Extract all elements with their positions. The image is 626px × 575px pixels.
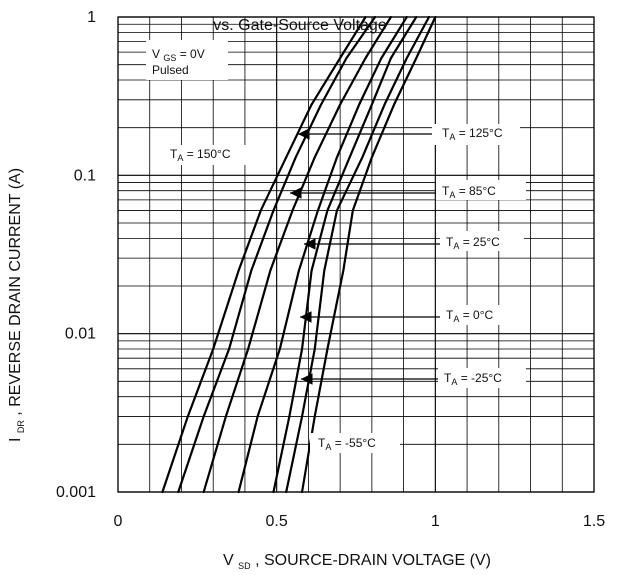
y-tick-label: 0.1 xyxy=(74,167,96,184)
series-label-background-3 xyxy=(440,231,524,251)
y-tick-label: 0.001 xyxy=(56,484,96,501)
series-label-2-sub: A xyxy=(449,190,455,200)
series-label-background-0 xyxy=(162,145,256,165)
series-label-1: TA = 125°C xyxy=(442,126,503,142)
series-label-0-rest: = 150°C xyxy=(183,147,230,161)
vgs-note-background xyxy=(146,40,228,80)
series-label-2-main: T xyxy=(442,184,450,198)
y-axis-title-main: I xyxy=(7,438,24,442)
series-label-2: TA = 85°C xyxy=(442,184,496,200)
series-label-background-6 xyxy=(310,433,400,453)
series-line-1 xyxy=(177,15,377,494)
x-tick-label: 1 xyxy=(431,513,440,530)
pulsed-condition-label: Pulsed xyxy=(152,63,189,77)
series-label-4-rest: = 0°C xyxy=(459,308,493,322)
plot-border xyxy=(117,16,595,493)
series-label-1-rest: = 125°C xyxy=(455,126,502,140)
vgs-condition-main: V xyxy=(152,47,160,61)
x-tick-label: 1.5 xyxy=(583,513,605,530)
y-axis-title: I DR , REVERSE DRAIN CURRENT (A) xyxy=(7,168,28,442)
series-line-0 xyxy=(161,15,367,494)
x-axis-title: V SD , SOURCE-DRAIN VOLTAGE (V) xyxy=(223,552,491,573)
series-label-5-sub: A xyxy=(451,377,457,387)
series-label-3-sub: A xyxy=(453,241,459,251)
series-label-5: TA = -25°C xyxy=(444,371,502,387)
series-label-3: TA = 25°C xyxy=(446,235,500,251)
x-axis-title-rest: , SOURCE-DRAIN VOLTAGE (V) xyxy=(255,552,491,569)
label-layer: 0 0.5 1 1.5 0.001 0.01 0.1 1 xyxy=(56,9,605,530)
vgs-condition-rest: = 0V xyxy=(180,47,205,61)
vgs-condition-label: V GS = 0V xyxy=(152,47,205,64)
series-label-5-rest: = -25°C xyxy=(457,371,502,385)
series-layer xyxy=(161,15,437,494)
series-label-3-main: T xyxy=(446,235,454,249)
series-label-background-2 xyxy=(436,180,526,200)
x-axis-title-main: V xyxy=(223,552,234,569)
grid-layer xyxy=(117,16,595,493)
test-conditions-note: V GS = 0V Pulsed xyxy=(152,47,205,77)
series-label-background-4 xyxy=(440,305,515,325)
x-tick-label: 0 xyxy=(114,513,123,530)
series-label-4-main: T xyxy=(446,308,454,322)
series-line-3 xyxy=(237,15,408,494)
series-label-6-sub: A xyxy=(325,442,331,452)
y-tick-label: 0.01 xyxy=(65,326,96,343)
series-label-0-sub: A xyxy=(177,153,183,163)
series-line-6 xyxy=(300,15,437,494)
series-label-2-rest: = 85°C xyxy=(455,184,496,198)
series-line-4 xyxy=(272,15,418,494)
series-label-background-5 xyxy=(438,368,526,388)
x-axis-title-sub: SD xyxy=(238,561,251,571)
series-label-4-sub: A xyxy=(453,314,459,324)
series-label-6: TA = -55°C xyxy=(318,436,376,452)
series-label-0-main: T xyxy=(170,147,178,161)
series-line-5 xyxy=(285,15,431,494)
series-label-1-main: T xyxy=(442,126,450,140)
series-label-0: TA = 150°C xyxy=(170,147,231,163)
series-label-5-main: T xyxy=(444,371,452,385)
grid-lines xyxy=(117,16,595,493)
y-axis-title-sub: DR xyxy=(16,420,26,433)
series-label-6-rest: = -55°C xyxy=(331,436,376,450)
series-label-background-1 xyxy=(432,124,520,145)
annotation-layer: TA = 150°CTA = 125°CTA = 85°CTA = 25°CTA… xyxy=(146,40,526,453)
series-label-1-sub: A xyxy=(449,132,455,142)
y-axis-title-rest: , REVERSE DRAIN CURRENT (A) xyxy=(7,168,24,416)
y-tick-label: 1 xyxy=(87,9,96,26)
x-tick-label: 0.5 xyxy=(266,513,288,530)
chart-title: vs. Gate-Source Voltage xyxy=(213,17,387,34)
series-label-4: TA = 0°C xyxy=(446,308,494,324)
series-label-3-rest: = 25°C xyxy=(459,235,500,249)
series-label-6-main: T xyxy=(318,436,326,450)
vgs-condition-sub: GS xyxy=(163,53,176,63)
series-line-2 xyxy=(202,15,393,494)
